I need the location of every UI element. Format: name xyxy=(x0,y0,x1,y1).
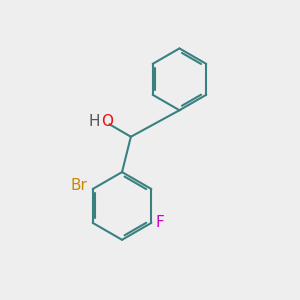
Text: H: H xyxy=(88,114,100,129)
Text: O: O xyxy=(101,114,113,129)
Text: F: F xyxy=(156,215,164,230)
Text: Br: Br xyxy=(70,178,87,193)
